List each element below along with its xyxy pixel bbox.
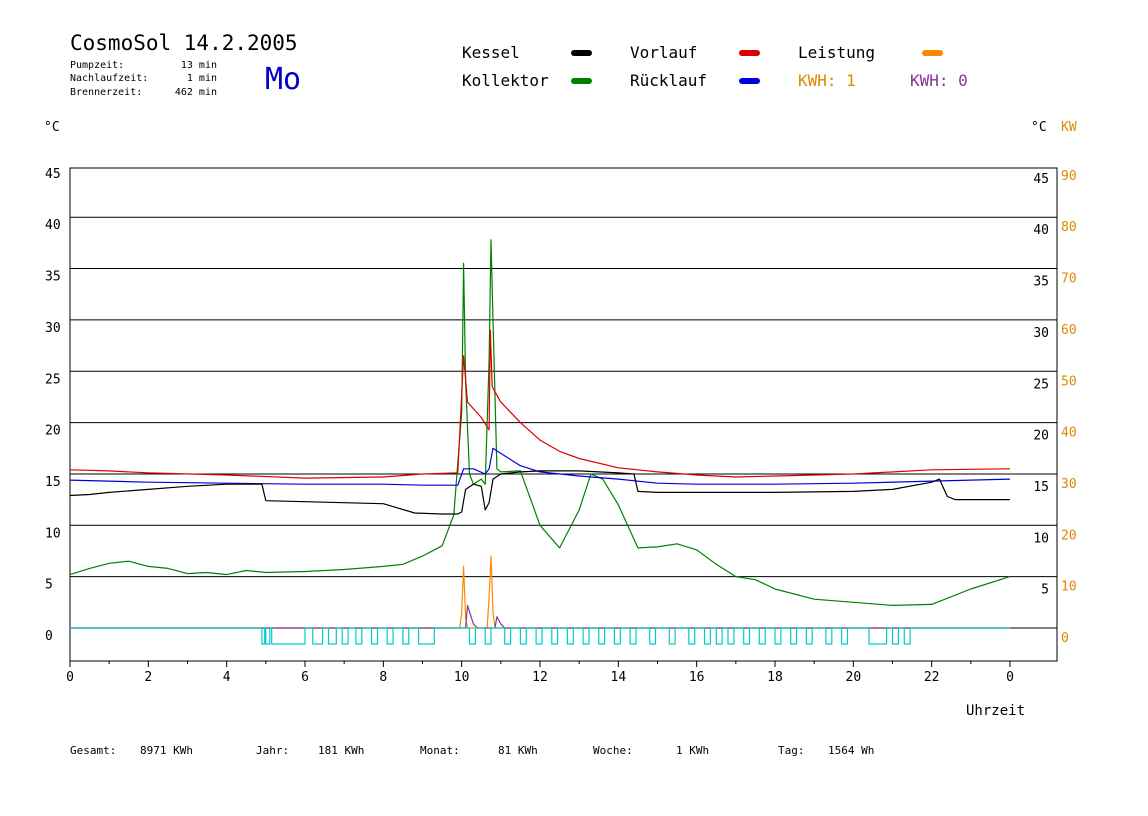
- x-tick-label: 0: [1006, 670, 1014, 685]
- x-tick-label: 8: [379, 670, 387, 685]
- stat-label: Brennerzeit:: [70, 87, 142, 98]
- y-tick-label-right: 25: [1033, 377, 1049, 392]
- legend-kwh-1: KWH: 1: [798, 71, 856, 90]
- y-tick-label-right: 20: [1033, 429, 1049, 444]
- kw-tick-label: 70: [1061, 272, 1077, 287]
- kw-tick-label: 10: [1061, 580, 1077, 595]
- stat-label: Pumpzeit:: [70, 60, 124, 71]
- kw-tick-label: 80: [1061, 220, 1077, 235]
- x-tick-label: 4: [223, 670, 231, 685]
- y-tick-label-left: 0: [45, 629, 53, 644]
- legend-label-vorlauf: Vorlauf: [630, 43, 697, 62]
- footer-label: Tag:: [778, 744, 805, 757]
- x-tick-label: 2: [144, 670, 152, 685]
- stat-label: Nachlaufzeit:: [70, 73, 148, 84]
- x-tick-label: 12: [532, 670, 548, 685]
- series-line-ruecklauf: [69, 447, 1011, 486]
- footer-value: 1564 Wh: [828, 744, 874, 757]
- grid: [70, 216, 1057, 629]
- y-tick-label-left: 35: [45, 270, 61, 285]
- legend-label-leistung: Leistung: [798, 43, 875, 62]
- series-line-kessel: [69, 470, 1010, 515]
- weekday-label: Mo: [265, 62, 301, 97]
- y-tick-label-right: 5: [1041, 583, 1049, 598]
- right-axis-unit: °C: [1031, 120, 1047, 135]
- header-stats: Pumpzeit: 13 min Nachlaufzeit: 1 min Bre…: [70, 60, 217, 98]
- y-tick-label-left: 15: [45, 475, 61, 490]
- x-tick-label: 16: [689, 670, 705, 685]
- footer-label: Woche:: [593, 744, 633, 757]
- legend-label-ruecklauf: Rücklauf: [630, 71, 707, 90]
- y-tick-label-left: 30: [45, 321, 61, 336]
- footer-label: Monat:: [420, 744, 460, 757]
- stat-value: 462 min: [175, 87, 217, 98]
- kw-tick-label: 60: [1061, 323, 1077, 338]
- y-tick-label-left: 10: [45, 526, 61, 541]
- footer-totals: Gesamt: 8971 KWh Jahr: 181 KWh Monat: 81…: [70, 744, 874, 757]
- footer-label: Jahr:: [256, 744, 289, 757]
- pump-signal: [70, 627, 1010, 645]
- legend-label-kessel: Kessel: [462, 43, 520, 62]
- y-tick-label-left: 40: [45, 218, 61, 233]
- plot-frame: [69, 167, 1058, 662]
- x-tick-label: 6: [301, 670, 309, 685]
- y-tick-label-right: 30: [1033, 326, 1049, 341]
- axis-ticks: 0510152025303540455101520253035404501020…: [45, 167, 1077, 685]
- x-tick-label: 20: [846, 670, 862, 685]
- x-tick-label: 18: [767, 670, 783, 685]
- kw-tick-label: 90: [1061, 169, 1077, 184]
- y-tick-label-right: 15: [1033, 480, 1049, 495]
- footer-value: 81 KWh: [498, 744, 538, 757]
- y-tick-label-right: 35: [1033, 275, 1049, 290]
- legend-label-kollektor: Kollektor: [462, 71, 549, 90]
- legend: Kessel Vorlauf Leistung Kollektor Rückla…: [462, 43, 968, 90]
- series-line-vorlauf: [69, 329, 1011, 479]
- right-axis-kw-unit: KW: [1061, 120, 1077, 135]
- y-tick-label-left: 20: [45, 424, 61, 439]
- stat-value: 1 min: [187, 73, 217, 84]
- series-line-kwh: [70, 604, 1010, 629]
- left-axis-unit: °C: [44, 120, 60, 135]
- y-tick-label-right: 45: [1033, 172, 1049, 187]
- kw-tick-label: 0: [1061, 631, 1069, 646]
- stat-value: 13 min: [181, 60, 217, 71]
- y-tick-label-right: 10: [1033, 531, 1049, 546]
- footer-label: Gesamt:: [70, 744, 116, 757]
- pump-signal-line: [70, 627, 1010, 645]
- legend-kwh-2: KWH: 0: [910, 71, 968, 90]
- series-line-kollektor: [69, 239, 1011, 607]
- kw-tick-label: 20: [1061, 528, 1077, 543]
- kw-tick-label: 30: [1061, 477, 1077, 492]
- x-tick-label: 10: [454, 670, 470, 685]
- series-layer: [69, 239, 1011, 629]
- footer-value: 181 KWh: [318, 744, 364, 757]
- kw-tick-label: 40: [1061, 426, 1077, 441]
- x-tick-label: 0: [66, 670, 74, 685]
- footer-value: 1 KWh: [676, 744, 709, 757]
- x-axis-label: Uhrzeit: [966, 703, 1025, 719]
- y-tick-label-left: 5: [45, 578, 53, 593]
- x-tick-label: 22: [924, 670, 940, 685]
- y-tick-label-right: 40: [1033, 223, 1049, 238]
- y-tick-label-left: 25: [45, 372, 61, 387]
- kw-tick-label: 50: [1061, 374, 1077, 389]
- y-tick-label-left: 45: [45, 167, 61, 182]
- x-tick-label: 14: [611, 670, 627, 685]
- series-line-leistung: [70, 555, 1010, 629]
- chart-title: CosmoSol 14.2.2005: [70, 31, 298, 55]
- footer-value: 8971 KWh: [140, 744, 193, 757]
